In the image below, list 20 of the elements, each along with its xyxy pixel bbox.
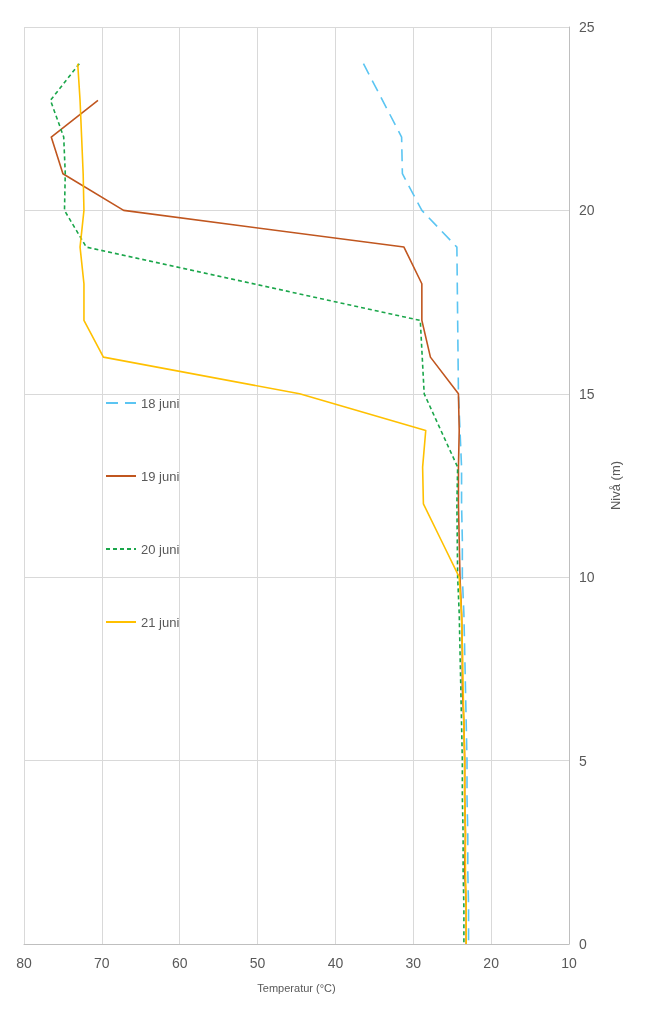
x-tick-label: 30 — [405, 955, 422, 971]
x-tick-label: 10 — [561, 955, 577, 971]
y-tick-label: 20 — [579, 202, 595, 219]
y-tick-label: 10 — [579, 569, 595, 586]
x-tick-label: 20 — [483, 955, 500, 971]
x-axis-title: Temperatur (°C) — [257, 981, 336, 994]
y-tick-label: 15 — [579, 385, 595, 402]
legend-label: 20 juni — [141, 541, 180, 557]
x-tick-label: 80 — [16, 955, 32, 971]
legend-label: 18 juni — [141, 395, 180, 411]
legend-label: 19 juni — [141, 468, 180, 484]
x-tick-label: 50 — [249, 955, 266, 971]
y-tick-label: 0 — [579, 936, 587, 952]
x-tick-label: 60 — [171, 955, 188, 971]
y-tick-label: 25 — [579, 19, 595, 35]
x-tick-label: 40 — [327, 955, 344, 971]
x-tick-label: 70 — [94, 955, 110, 971]
y-axis-title: Nivå (m) — [608, 460, 623, 511]
legend-label: 21 juni — [141, 614, 180, 630]
y-tick-label: 5 — [579, 752, 587, 769]
